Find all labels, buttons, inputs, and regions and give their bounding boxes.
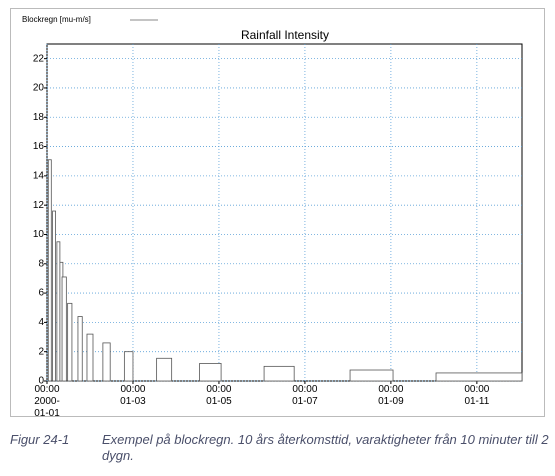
bar (156, 357, 173, 382)
chart: Rainfall Intensity 0 2 4 6 8 10 12 14 16 18 20 22 Bl… (10, 8, 545, 417)
y-tick-label: 0 (38, 376, 44, 387)
legend-label: Blockregn [mu-m/s] (22, 15, 91, 24)
y-tick-label: 4 (38, 317, 44, 328)
bar (56, 241, 61, 382)
caption-label: Figur 24-1 (10, 432, 70, 447)
y-tick-label: 2 (38, 346, 44, 357)
bar (77, 316, 83, 382)
bar (52, 210, 56, 382)
bar (263, 365, 295, 382)
y-tick-label: 16 (33, 141, 45, 152)
bar (67, 302, 73, 382)
x-tick-label: 00:00 01-03 (120, 384, 146, 407)
y-tick-label: 18 (33, 112, 45, 123)
x-tick-label: 00:00 2000-01-01 (34, 384, 60, 419)
bar (349, 369, 394, 382)
bar (123, 351, 134, 382)
x-tick-label: 00:00 01-11 (464, 384, 490, 407)
y-tick-label: 10 (33, 229, 45, 240)
y-tick-label: 6 (38, 288, 44, 299)
y-tick-label: 8 (38, 258, 44, 269)
bar (61, 276, 67, 382)
bar (199, 363, 222, 382)
bar (47, 159, 52, 382)
y-tick-label: 14 (33, 171, 45, 182)
bar (102, 342, 111, 382)
y-tick-label: 20 (33, 83, 45, 94)
caption-text: Exempel på blockregn. 10 års återkomstti… (102, 432, 549, 463)
x-tick-label: 00:00 01-05 (206, 384, 232, 407)
chart-frame (10, 8, 545, 417)
y-tick-label: 22 (33, 53, 45, 64)
bar (435, 372, 523, 382)
bar (86, 333, 94, 382)
y-tick-label: 12 (33, 200, 45, 211)
chart-title: Rainfall Intensity (241, 28, 329, 42)
x-tick-label: 00:00 01-07 (292, 384, 318, 407)
plot-area (46, 43, 523, 382)
x-tick-label: 00:00 01-09 (378, 384, 404, 407)
